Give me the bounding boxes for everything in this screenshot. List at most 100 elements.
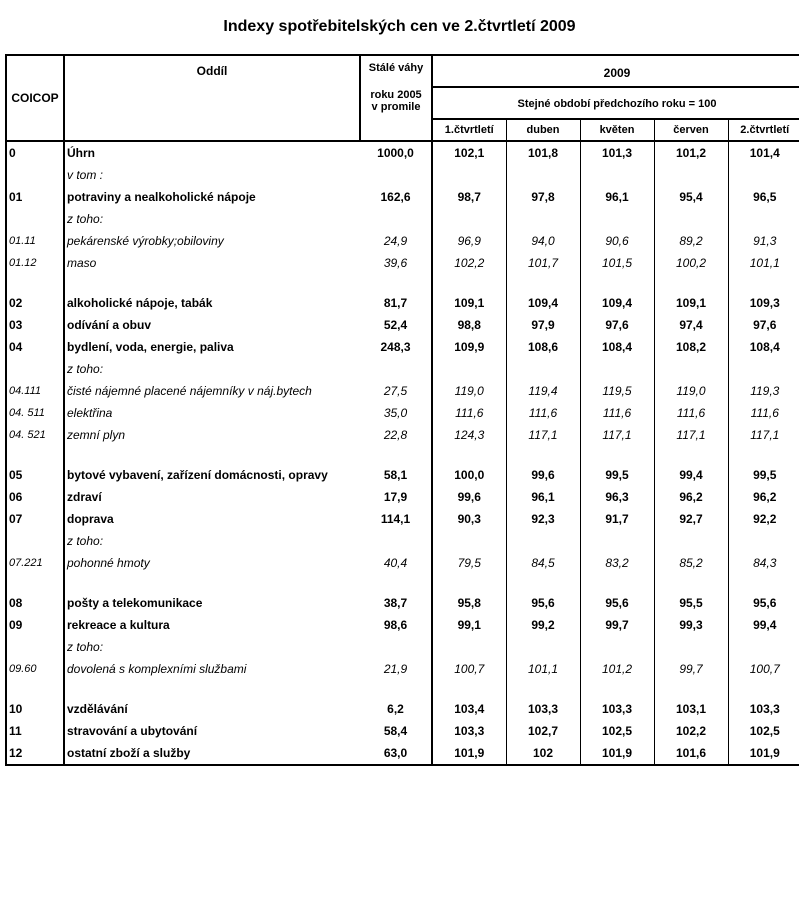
cell-apr: 101,7 [506,252,580,274]
cell-weight: 39,6 [360,252,432,274]
table-row: 04bydlení, voda, energie, paliva248,3109… [6,336,799,358]
cell-apr: 92,3 [506,508,580,530]
cell-apr: 119,4 [506,380,580,402]
cell-coicop: 04. 511 [6,402,64,424]
cell-label: zdraví [64,486,360,508]
cell-may: 117,1 [580,424,654,446]
table-row: z toho: [6,358,799,380]
cell-label: Úhrn [64,142,360,164]
table-row: v tom : [6,164,799,186]
cell-q2 [728,358,799,380]
cell-may [580,636,654,658]
cell-may: 111,6 [580,402,654,424]
cell-weight: 58,1 [360,464,432,486]
cell-label: z toho: [64,636,360,658]
cell-q2: 84,3 [728,552,799,574]
cell-may: 119,5 [580,380,654,402]
cell-may: 101,3 [580,142,654,164]
cell-label: dovolená s komplexními službami [64,658,360,680]
cell-jun: 101,2 [654,142,728,164]
cell-label: doprava [64,508,360,530]
hdr-oddil-label: Oddíl [65,60,359,78]
cell-label: z toho: [64,530,360,552]
table-row: z toho: [6,530,799,552]
cell-label: stravování a ubytování [64,720,360,742]
cell-may: 97,6 [580,314,654,336]
cell-may [580,208,654,230]
table-gap-row [6,680,799,698]
hdr-col-q1: 1.čtvrtletí [432,119,506,141]
cell-q1: 95,8 [432,592,506,614]
cell-q1: 100,7 [432,658,506,680]
cell-q2: 99,5 [728,464,799,486]
cell-weight: 17,9 [360,486,432,508]
cell-apr: 108,6 [506,336,580,358]
cell-may: 99,5 [580,464,654,486]
cell-apr [506,208,580,230]
cell-apr: 102 [506,742,580,765]
cell-q1: 98,8 [432,314,506,336]
cell-label: ostatní zboží a služby [64,742,360,765]
table-row: 01potraviny a nealkoholické nápoje162,69… [6,186,799,208]
cell-label: elektřina [64,402,360,424]
hdr-vahy-spacer [360,119,432,141]
cell-q2: 101,4 [728,142,799,164]
cell-q2: 100,7 [728,658,799,680]
cell-jun: 99,4 [654,464,728,486]
cell-coicop: 08 [6,592,64,614]
cell-q2: 111,6 [728,402,799,424]
hdr-col-jun: červen [654,119,728,141]
hdr-vahy-1: Stálé váhy [360,55,432,87]
table-row: 07.221pohonné hmoty40,479,584,583,285,28… [6,552,799,574]
cell-weight: 40,4 [360,552,432,574]
cell-apr [506,164,580,186]
cell-label: odívání a obuv [64,314,360,336]
cell-q1 [432,164,506,186]
cell-jun: 85,2 [654,552,728,574]
cell-coicop [6,358,64,380]
table-row: 01.12maso39,6102,2101,7101,5100,2101,1 [6,252,799,274]
cell-apr: 94,0 [506,230,580,252]
cell-weight: 22,8 [360,424,432,446]
cell-coicop [6,530,64,552]
hdr-vahy-2b: v promile [372,101,421,113]
table-row: z toho: [6,208,799,230]
cell-may [580,164,654,186]
cell-q2 [728,208,799,230]
cell-apr: 97,9 [506,314,580,336]
cell-may: 95,6 [580,592,654,614]
cell-weight [360,208,432,230]
cell-q2: 102,5 [728,720,799,742]
hdr-col-may: květen [580,119,654,141]
cell-may: 101,2 [580,658,654,680]
cell-label: alkoholické nápoje, tabák [64,292,360,314]
cell-apr: 95,6 [506,592,580,614]
cell-label: pohonné hmoty [64,552,360,574]
cell-may: 90,6 [580,230,654,252]
table-row: 11stravování a ubytování58,4103,3102,710… [6,720,799,742]
cell-q2: 101,9 [728,742,799,765]
cell-q1 [432,208,506,230]
cell-label: bydlení, voda, energie, paliva [64,336,360,358]
cell-jun: 111,6 [654,402,728,424]
cell-jun: 95,4 [654,186,728,208]
cell-coicop: 0 [6,142,64,164]
cell-apr: 99,6 [506,464,580,486]
cell-coicop: 09 [6,614,64,636]
table-row: 09rekreace a kultura98,699,199,299,799,3… [6,614,799,636]
cell-q2: 103,3 [728,698,799,720]
cell-q2 [728,530,799,552]
cell-q1: 103,3 [432,720,506,742]
cell-q2: 95,6 [728,592,799,614]
cell-apr: 103,3 [506,698,580,720]
table-gap-row [6,574,799,592]
cell-weight [360,164,432,186]
page: Indexy spotřebitelských cen ve 2.čtvrtle… [0,0,799,771]
hdr-subheader: Stejné období předchozího roku = 100 [432,87,799,119]
cell-label: bytové vybavení, zařízení domácnosti, op… [64,464,360,486]
table-row: 07doprava114,190,392,391,792,792,2 [6,508,799,530]
table-row: 04. 521zemní plyn22,8124,3117,1117,1117,… [6,424,799,446]
hdr-vahy-2a: roku 2005 [370,89,421,101]
cell-may [580,358,654,380]
cell-may: 96,3 [580,486,654,508]
